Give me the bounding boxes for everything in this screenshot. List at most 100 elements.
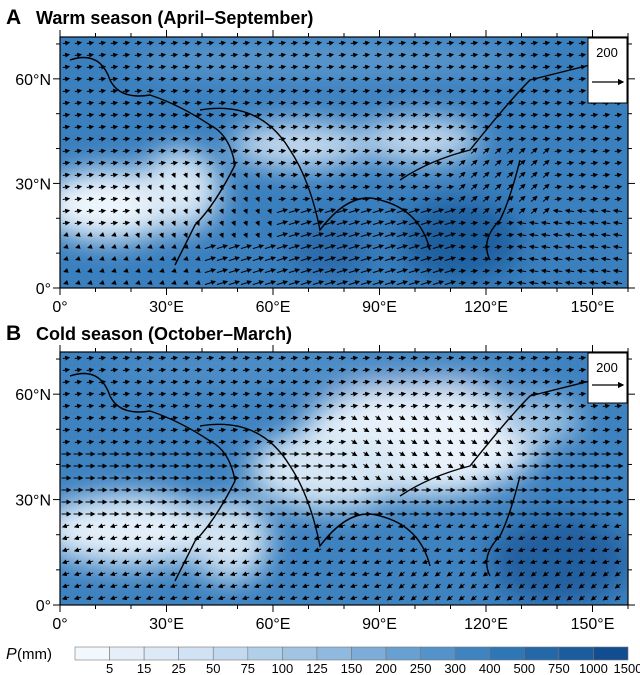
wind-vector (158, 124, 167, 130)
colorbar-tick-label: 1000 (579, 661, 608, 675)
wind-vector (434, 100, 443, 106)
colorbar-unit: (mm) (17, 646, 52, 663)
wind-vector (458, 136, 467, 142)
wind-vector (266, 148, 275, 154)
wind-vector (290, 88, 299, 94)
wind-vector (398, 40, 407, 46)
wind-vector (290, 52, 299, 58)
y-tick-label: 60°N (15, 387, 51, 404)
wind-vector (398, 160, 407, 166)
wind-vector (135, 184, 140, 191)
wind-vector (410, 112, 419, 118)
wind-vector (518, 147, 526, 154)
wind-vector (482, 147, 490, 154)
x-tick-label: 60°E (256, 616, 291, 633)
wind-vector (74, 184, 83, 190)
wind-vector (218, 76, 227, 82)
wind-vector (350, 100, 359, 106)
wind-vector (182, 112, 191, 118)
wind-vector (290, 136, 299, 142)
wind-vector (398, 124, 407, 130)
wind-vector (254, 136, 263, 142)
wind-vector (566, 124, 575, 130)
wind-vector (470, 136, 479, 142)
wind-vector (590, 160, 599, 166)
wind-vector (554, 184, 563, 190)
wind-vector (338, 88, 347, 94)
wind-vector (98, 76, 107, 82)
wind-vector (530, 136, 539, 142)
wind-vector (194, 88, 203, 94)
wind-vector (276, 208, 289, 214)
wind-vector (398, 112, 407, 118)
wind-vector (146, 148, 155, 154)
wind-vector (446, 160, 455, 166)
wind-vector (98, 52, 107, 58)
wind-vector (434, 40, 443, 46)
colorbar-swatch (524, 646, 560, 661)
wind-vector (362, 40, 371, 46)
wind-vector (410, 172, 419, 178)
wind-vector (230, 64, 239, 70)
x-tick-label: 120°E (464, 616, 508, 633)
wind-vector (278, 76, 287, 82)
wind-vector (398, 100, 407, 106)
wind-vector (326, 76, 335, 82)
wind-vector (182, 136, 191, 142)
wind-vector (530, 159, 538, 166)
wind-vector (195, 196, 200, 203)
wind-vector (554, 76, 563, 82)
wind-vector (266, 124, 275, 130)
wind-vector (530, 171, 538, 178)
wind-vector (446, 184, 455, 190)
wind-vector (254, 64, 263, 70)
wind-vector (374, 76, 383, 82)
wind-vector (194, 76, 203, 82)
wind-vector (266, 112, 275, 118)
wind-vector (530, 112, 539, 118)
wind-vector (267, 172, 272, 179)
wind-vector (614, 160, 623, 166)
wind-vector (554, 64, 563, 70)
colorbar-tick-label: 15 (137, 661, 151, 675)
wind-vector (170, 40, 179, 46)
wind-vector (506, 136, 515, 142)
colorbar-tick-label: 25 (171, 661, 185, 675)
colorbar-tick-label: 250 (410, 661, 432, 675)
wind-vector (578, 100, 587, 106)
wind-vector (254, 100, 263, 106)
wind-vector (170, 64, 179, 70)
wind-vector (506, 147, 514, 154)
wind-vector (134, 160, 143, 166)
wind-vector (602, 136, 611, 142)
wind-vector (110, 148, 119, 154)
wind-vector (314, 160, 323, 166)
wind-vector (74, 124, 83, 130)
wind-vector (183, 196, 188, 203)
wind-vector (494, 147, 502, 154)
wind-vector (458, 159, 466, 166)
x-tick-label: 120°E (464, 299, 508, 316)
wind-vector (110, 184, 119, 190)
wind-vector (134, 112, 143, 118)
wind-vector (350, 136, 359, 142)
wind-vector (290, 196, 299, 202)
wind-vector (171, 172, 176, 179)
wind-vector (278, 64, 287, 70)
wind-vector (219, 172, 224, 179)
wind-vector (230, 40, 239, 46)
wind-vector (134, 52, 143, 58)
wind-vector (326, 148, 335, 154)
wind-vector (135, 196, 140, 203)
wind-vector (518, 52, 527, 58)
wind-vector (278, 148, 287, 154)
wind-vector (458, 195, 466, 202)
wind-vector (482, 64, 491, 70)
wind-vector (110, 124, 119, 130)
wind-vector (374, 136, 383, 142)
wind-vector (578, 88, 587, 94)
wind-vector (146, 100, 155, 106)
wind-vector (494, 100, 503, 106)
wind-vector (243, 184, 248, 191)
wind-vector (350, 160, 359, 166)
